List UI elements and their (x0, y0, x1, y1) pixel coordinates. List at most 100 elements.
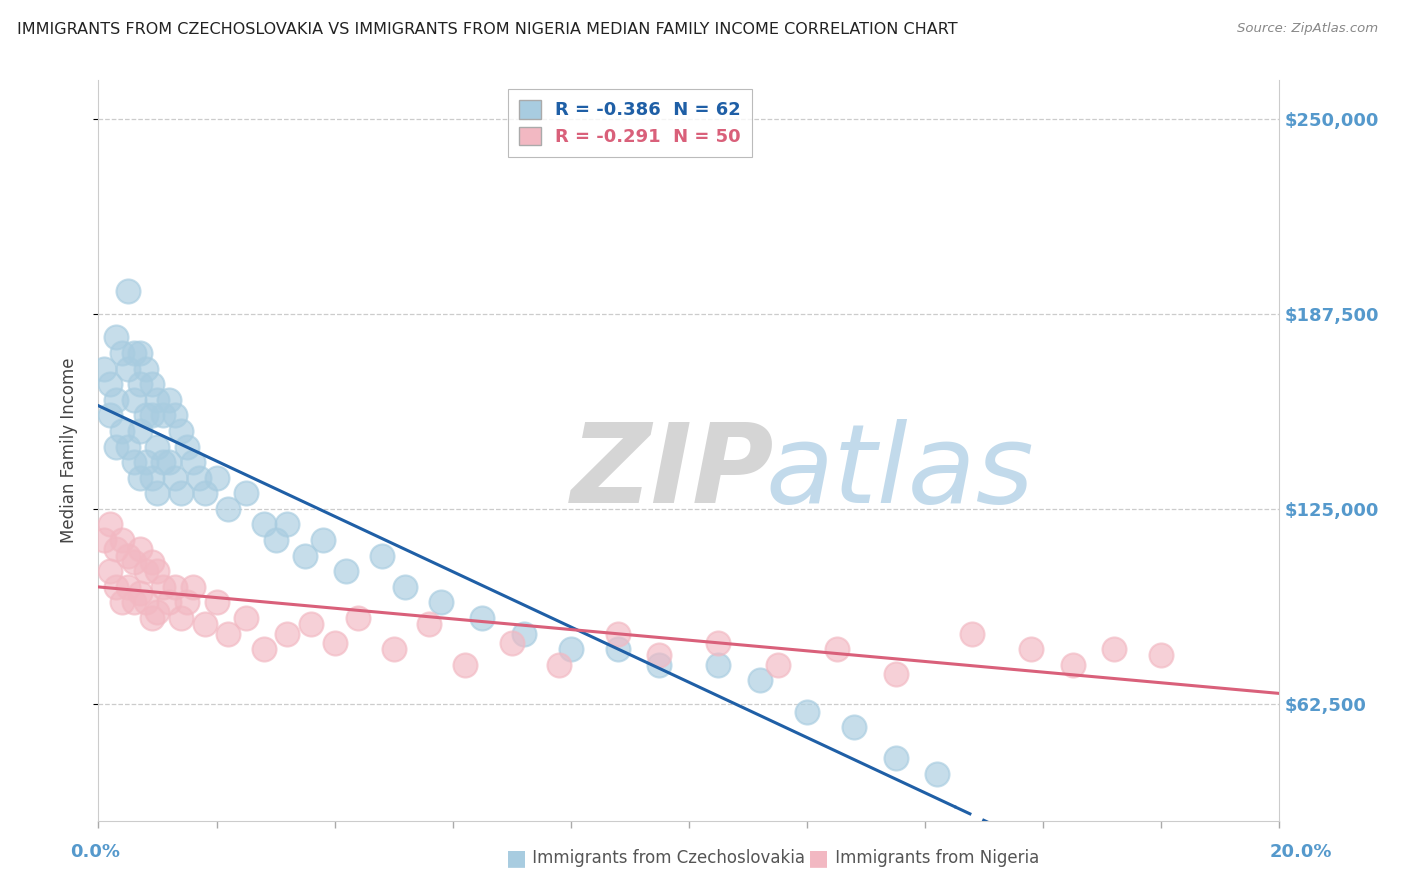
Point (105, 542, 128, 557)
Point (205, 595, 228, 609)
Point (1150, 648, 1173, 663)
Point (105, 330, 128, 344)
Point (152, 580, 174, 594)
Point (276, 626, 298, 640)
Point (165, 471, 187, 485)
Point (323, 636, 346, 650)
Point (335, 564, 357, 578)
Point (371, 549, 394, 563)
Point (146, 440, 169, 454)
Point (430, 595, 453, 609)
Point (111, 424, 134, 438)
Text: Source: ZipAtlas.com: Source: ZipAtlas.com (1237, 22, 1378, 36)
Text: 0.0%: 0.0% (70, 843, 121, 861)
Point (453, 657, 475, 672)
Point (170, 424, 193, 438)
Point (884, 751, 907, 765)
Text: IMMIGRANTS FROM CZECHOSLOVAKIA VS IMMIGRANTS FROM NIGERIA MEDIAN FAMILY INCOME C: IMMIGRANTS FROM CZECHOSLOVAKIA VS IMMIGR… (17, 22, 957, 37)
Point (141, 611, 163, 625)
Point (135, 361, 157, 376)
Point (117, 284, 139, 298)
Point (128, 586, 150, 600)
Point (181, 455, 204, 469)
Point (122, 595, 145, 609)
Text: Immigrants from Czechoslovakia: Immigrants from Czechoslovakia (527, 849, 806, 867)
Point (607, 626, 630, 640)
Point (925, 767, 948, 781)
Point (418, 617, 440, 632)
Y-axis label: Median Family Income: Median Family Income (59, 358, 77, 543)
Text: ZIP: ZIP (571, 419, 775, 526)
Point (176, 440, 198, 454)
Point (382, 642, 405, 657)
Point (141, 555, 163, 569)
Point (98, 409, 121, 423)
Point (217, 502, 239, 516)
Point (111, 595, 134, 609)
Point (512, 626, 534, 640)
Point (117, 361, 139, 376)
Point (560, 642, 582, 657)
Point (766, 657, 789, 672)
Point (253, 517, 276, 532)
Text: ■: ■ (808, 848, 830, 868)
Point (128, 377, 150, 392)
Point (141, 471, 163, 485)
Point (128, 424, 150, 438)
Point (181, 580, 204, 594)
Point (141, 409, 163, 423)
Point (707, 636, 730, 650)
Point (235, 486, 257, 500)
Point (135, 409, 157, 423)
Legend: R = -0.386  N = 62, R = -0.291  N = 50: R = -0.386 N = 62, R = -0.291 N = 50 (508, 89, 752, 157)
Point (93, 361, 115, 376)
Point (648, 648, 671, 663)
Point (962, 626, 984, 640)
Point (884, 667, 907, 681)
Text: ■: ■ (506, 848, 527, 868)
Point (135, 455, 157, 469)
Point (141, 377, 163, 392)
Point (122, 555, 145, 569)
Point (217, 626, 239, 640)
Point (93, 533, 115, 547)
Point (796, 705, 818, 719)
Point (122, 392, 145, 407)
Point (844, 720, 866, 734)
Point (170, 611, 193, 625)
Point (122, 346, 145, 360)
Point (205, 471, 228, 485)
Point (111, 346, 134, 360)
Point (98, 564, 121, 578)
Point (146, 486, 169, 500)
Point (165, 580, 187, 594)
Point (105, 440, 128, 454)
Point (135, 564, 157, 578)
Point (135, 595, 157, 609)
Point (607, 642, 630, 657)
Point (111, 533, 134, 547)
Point (157, 392, 180, 407)
Point (825, 642, 848, 657)
Point (146, 392, 169, 407)
Point (276, 517, 298, 532)
Point (176, 595, 198, 609)
Point (648, 657, 671, 672)
Point (117, 580, 139, 594)
Point (152, 455, 174, 469)
Point (1062, 657, 1084, 672)
Point (105, 392, 128, 407)
Point (471, 611, 494, 625)
Point (165, 409, 187, 423)
Point (312, 533, 335, 547)
Point (157, 455, 180, 469)
Point (294, 549, 316, 563)
Point (128, 471, 150, 485)
Text: Immigrants from Nigeria: Immigrants from Nigeria (830, 849, 1039, 867)
Point (117, 440, 139, 454)
Point (1102, 642, 1125, 657)
Point (235, 611, 257, 625)
Point (299, 617, 322, 632)
Point (748, 673, 770, 688)
Text: atlas: atlas (766, 419, 1035, 526)
